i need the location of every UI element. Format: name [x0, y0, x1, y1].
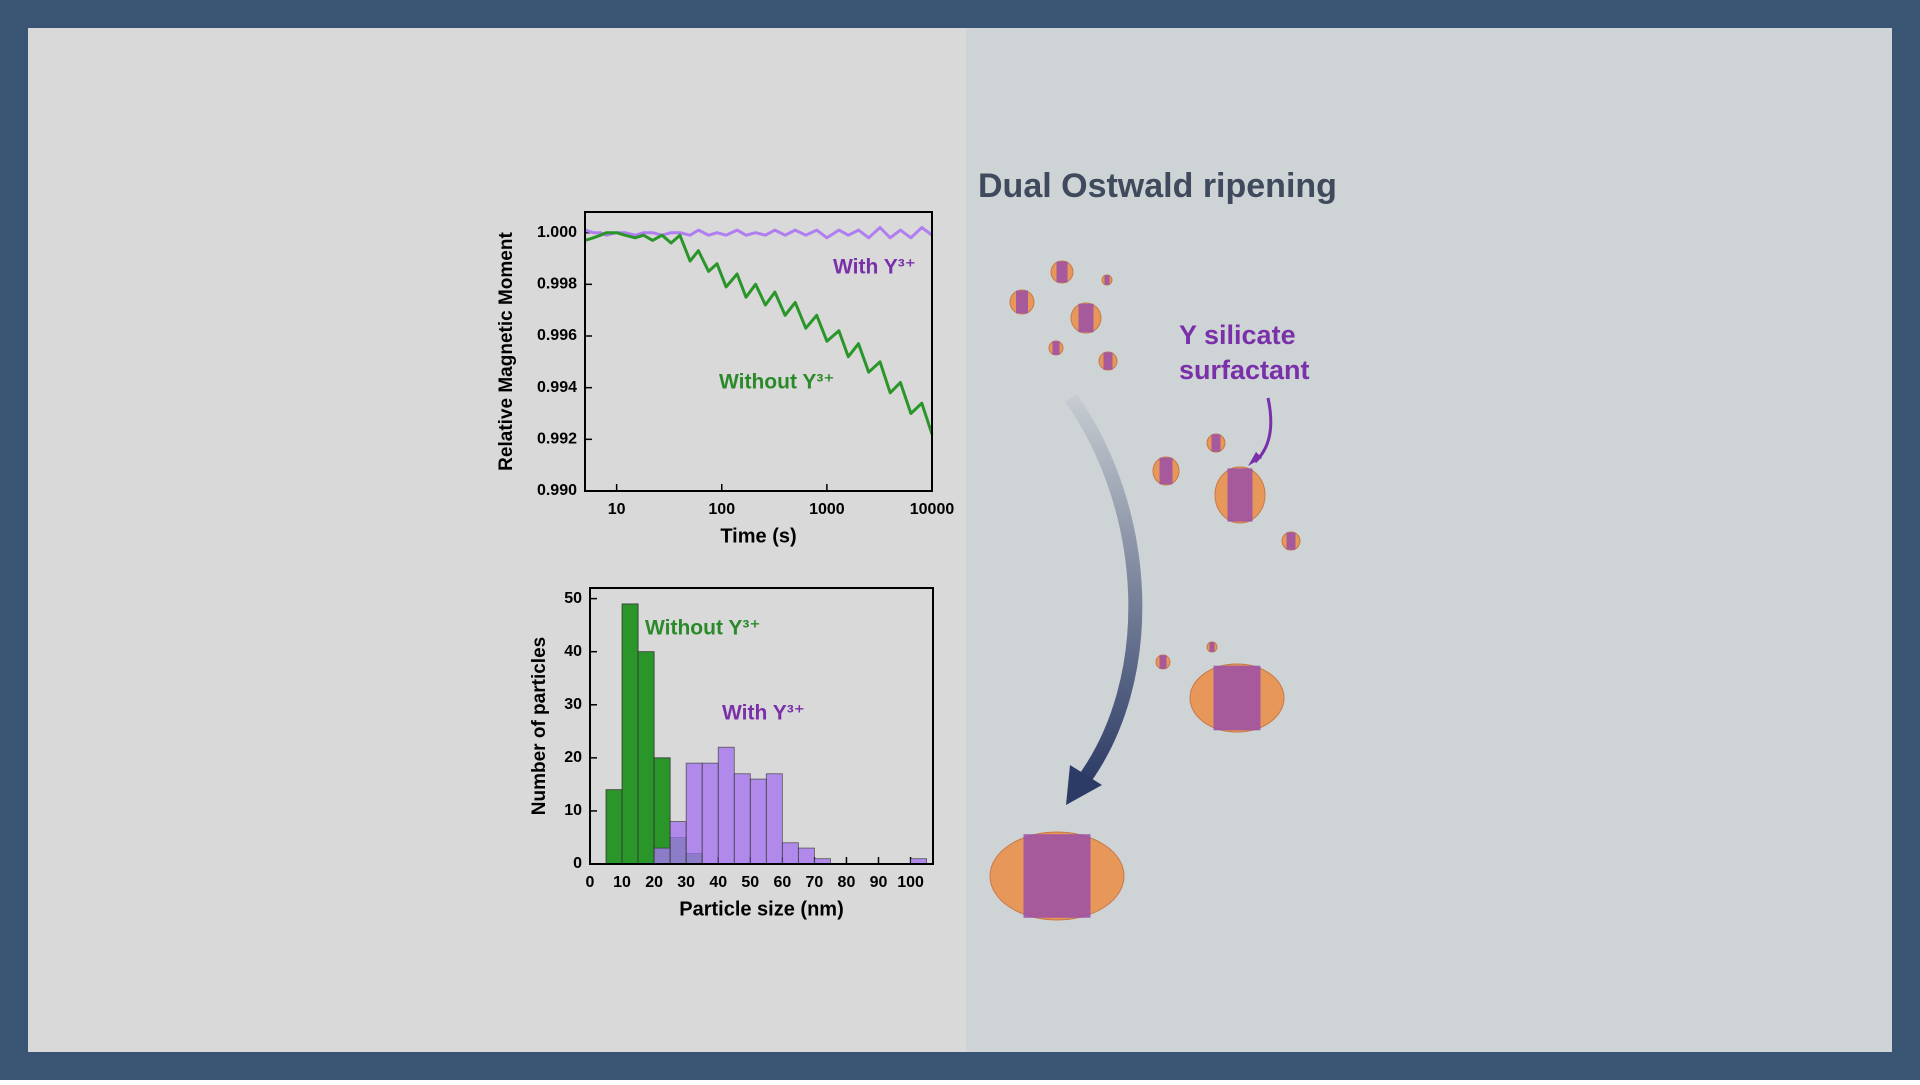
x-tick-label: 100: [708, 501, 735, 518]
y-tick-label: 0.996: [537, 327, 577, 344]
particle-core: [1104, 275, 1110, 285]
y-tick-label: 0.990: [537, 482, 577, 499]
x-tick-label: 10000: [910, 501, 955, 518]
particle-core: [1078, 303, 1094, 333]
process-arrowhead: [1066, 765, 1102, 805]
histogram-bar: [797, 847, 815, 865]
diagram-label: Y silicate: [1179, 320, 1296, 350]
histogram-bar: [637, 651, 655, 865]
histogram-bar: [653, 847, 671, 865]
x-tick-label: 10: [613, 874, 631, 891]
particle-core: [1023, 834, 1091, 918]
x-axis-label: Time (s): [720, 525, 796, 547]
histogram-bar: [749, 778, 767, 865]
x-axis-label: Particle size (nm): [679, 898, 844, 920]
y-tick-label: 40: [564, 643, 582, 660]
left-panel: [28, 28, 966, 1052]
x-tick-label: 20: [645, 874, 663, 891]
x-tick-label: 10: [608, 501, 626, 518]
x-tick-label: 70: [805, 874, 823, 891]
particle-core: [1016, 290, 1028, 314]
x-tick-label: 1000: [809, 501, 845, 518]
y-tick-label: 30: [564, 696, 582, 713]
y-tick-label: 50: [564, 590, 582, 607]
particle-core: [1103, 352, 1113, 370]
label-arrowhead: [1248, 452, 1262, 466]
histogram-bar: [685, 762, 703, 865]
particle-core: [1213, 665, 1261, 731]
x-tick-label: 0: [586, 874, 595, 891]
y-axis-label: Relative Magnetic Moment: [496, 232, 517, 471]
y-axis-label: Number of particles: [529, 637, 550, 815]
process-arrow: [1065, 393, 1143, 790]
y-tick-label: 0.994: [537, 379, 577, 396]
histogram-bar: [621, 603, 639, 865]
plot-frame: [589, 587, 934, 865]
x-tick-label: 90: [870, 874, 888, 891]
particle-core: [1056, 261, 1068, 283]
y-tick-label: 0.998: [537, 276, 577, 293]
particle-core: [1209, 642, 1215, 652]
y-tick-label: 20: [564, 749, 582, 766]
series-line: [584, 226, 933, 240]
histogram-bar: [669, 821, 687, 865]
particle-core: [1159, 655, 1167, 669]
histogram-bar: [605, 789, 623, 865]
y-tick-label: 10: [564, 802, 582, 819]
x-tick-label: 30: [677, 874, 695, 891]
y-tick-label: 0: [573, 855, 582, 872]
histogram-bar: [733, 773, 751, 865]
histogram-bar: [717, 746, 735, 865]
x-tick-label: 100: [897, 874, 924, 891]
diagram-title: Dual Ostwald ripening: [978, 167, 1337, 205]
histogram-bar: [765, 773, 783, 865]
particles: [989, 260, 1301, 921]
series-label: Without Y³⁺: [719, 371, 834, 394]
y-tick-label: 0.992: [537, 431, 577, 448]
particle-core: [1159, 457, 1173, 485]
particle-core: [1052, 341, 1060, 355]
diagram-label: surfactant: [1179, 355, 1310, 385]
particle-core: [1286, 532, 1296, 550]
plot-frame: [584, 211, 933, 492]
histogram-bar: [781, 842, 799, 865]
histogram-bar: [701, 762, 719, 865]
series-label: With Y³⁺: [833, 256, 916, 279]
series-line: [584, 231, 934, 435]
x-tick-label: 60: [773, 874, 791, 891]
particle-core: [1227, 468, 1253, 522]
particle-core: [1211, 434, 1221, 452]
series-label: With Y³⁺: [722, 702, 805, 725]
series-label: Without Y³⁺: [645, 617, 760, 640]
x-tick-label: 50: [741, 874, 759, 891]
y-tick-label: 1.000: [537, 224, 577, 241]
x-tick-label: 40: [709, 874, 727, 891]
x-tick-label: 80: [838, 874, 856, 891]
